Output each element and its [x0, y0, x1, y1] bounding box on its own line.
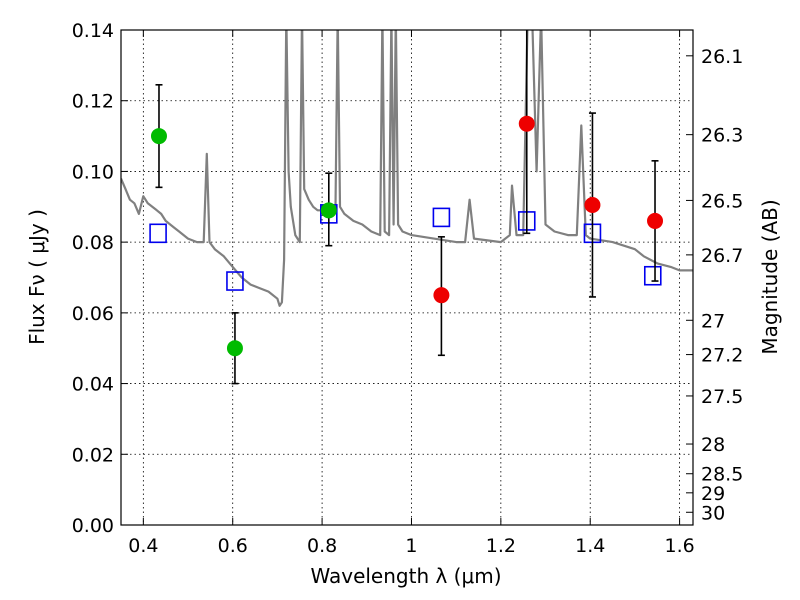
- y-tick-label: 0.04: [72, 374, 114, 396]
- y2-tick-label: 27.2: [701, 345, 743, 367]
- y2-tick-label: 26.7: [701, 245, 743, 267]
- y-tick-label: 0.08: [72, 232, 114, 254]
- y2-tick-label: 29: [701, 483, 725, 505]
- x-tick-label: 0.8: [307, 535, 337, 557]
- red-data-point: [433, 287, 450, 304]
- x-tick-label: 1.6: [664, 535, 694, 557]
- y-tick-label: 0.00: [72, 515, 114, 537]
- model-photometry-square: [149, 223, 167, 244]
- y2-tick-label: 26.1: [701, 46, 743, 68]
- model-photometry-square: [226, 271, 244, 291]
- y2-tick-label: 27: [701, 310, 725, 332]
- y2-tick-label: 27.5: [701, 386, 743, 408]
- y-axis-title: Flux Fν ( μJy ): [25, 209, 49, 345]
- plot-area: [121, 30, 693, 525]
- x-axis-title: Wavelength λ (μm): [310, 564, 501, 588]
- y2-tick-label: 26.5: [701, 190, 743, 212]
- green-data-point: [226, 340, 243, 357]
- y-tick-label: 0.14: [72, 20, 114, 42]
- grid-lines: [121, 30, 693, 525]
- x-tick-label: 0.6: [218, 535, 248, 557]
- y-tick-label: 0.02: [72, 444, 114, 466]
- y2-tick-label: 28: [701, 434, 725, 456]
- model-spectrum-line: [121, 30, 693, 307]
- y-tick-label: 0.12: [72, 91, 114, 113]
- model-photometry-square: [432, 207, 451, 228]
- y2-tick-label: 26.3: [701, 125, 743, 147]
- red-data-point: [647, 212, 664, 229]
- plot-frame: [120, 29, 694, 526]
- green-data-point: [150, 128, 167, 145]
- x-tick-label: 1.4: [575, 535, 605, 557]
- y2-axis-title: Magnitude (AB): [758, 199, 782, 354]
- x-tick-label: 0.4: [128, 535, 158, 557]
- y2-tick-label: 30: [701, 502, 725, 524]
- plot-layer: [121, 30, 693, 385]
- axis-ticks: 0.4 0.6 0.8 1 1.2 1.4 1.6 0.00 0.02 0.04 0.06 0.08 0…: [72, 20, 744, 557]
- green-data-point: [320, 202, 337, 219]
- y2-tick-label: 28.5: [701, 464, 743, 486]
- x-tick-label: 1.2: [486, 535, 516, 557]
- red-data-point: [584, 197, 601, 214]
- model-photometry-square: [643, 265, 662, 286]
- y-tick-label: 0.10: [72, 161, 114, 183]
- red-data-point: [518, 115, 535, 132]
- y-tick-label: 0.06: [72, 303, 114, 325]
- x-tick-label: 1: [405, 535, 417, 557]
